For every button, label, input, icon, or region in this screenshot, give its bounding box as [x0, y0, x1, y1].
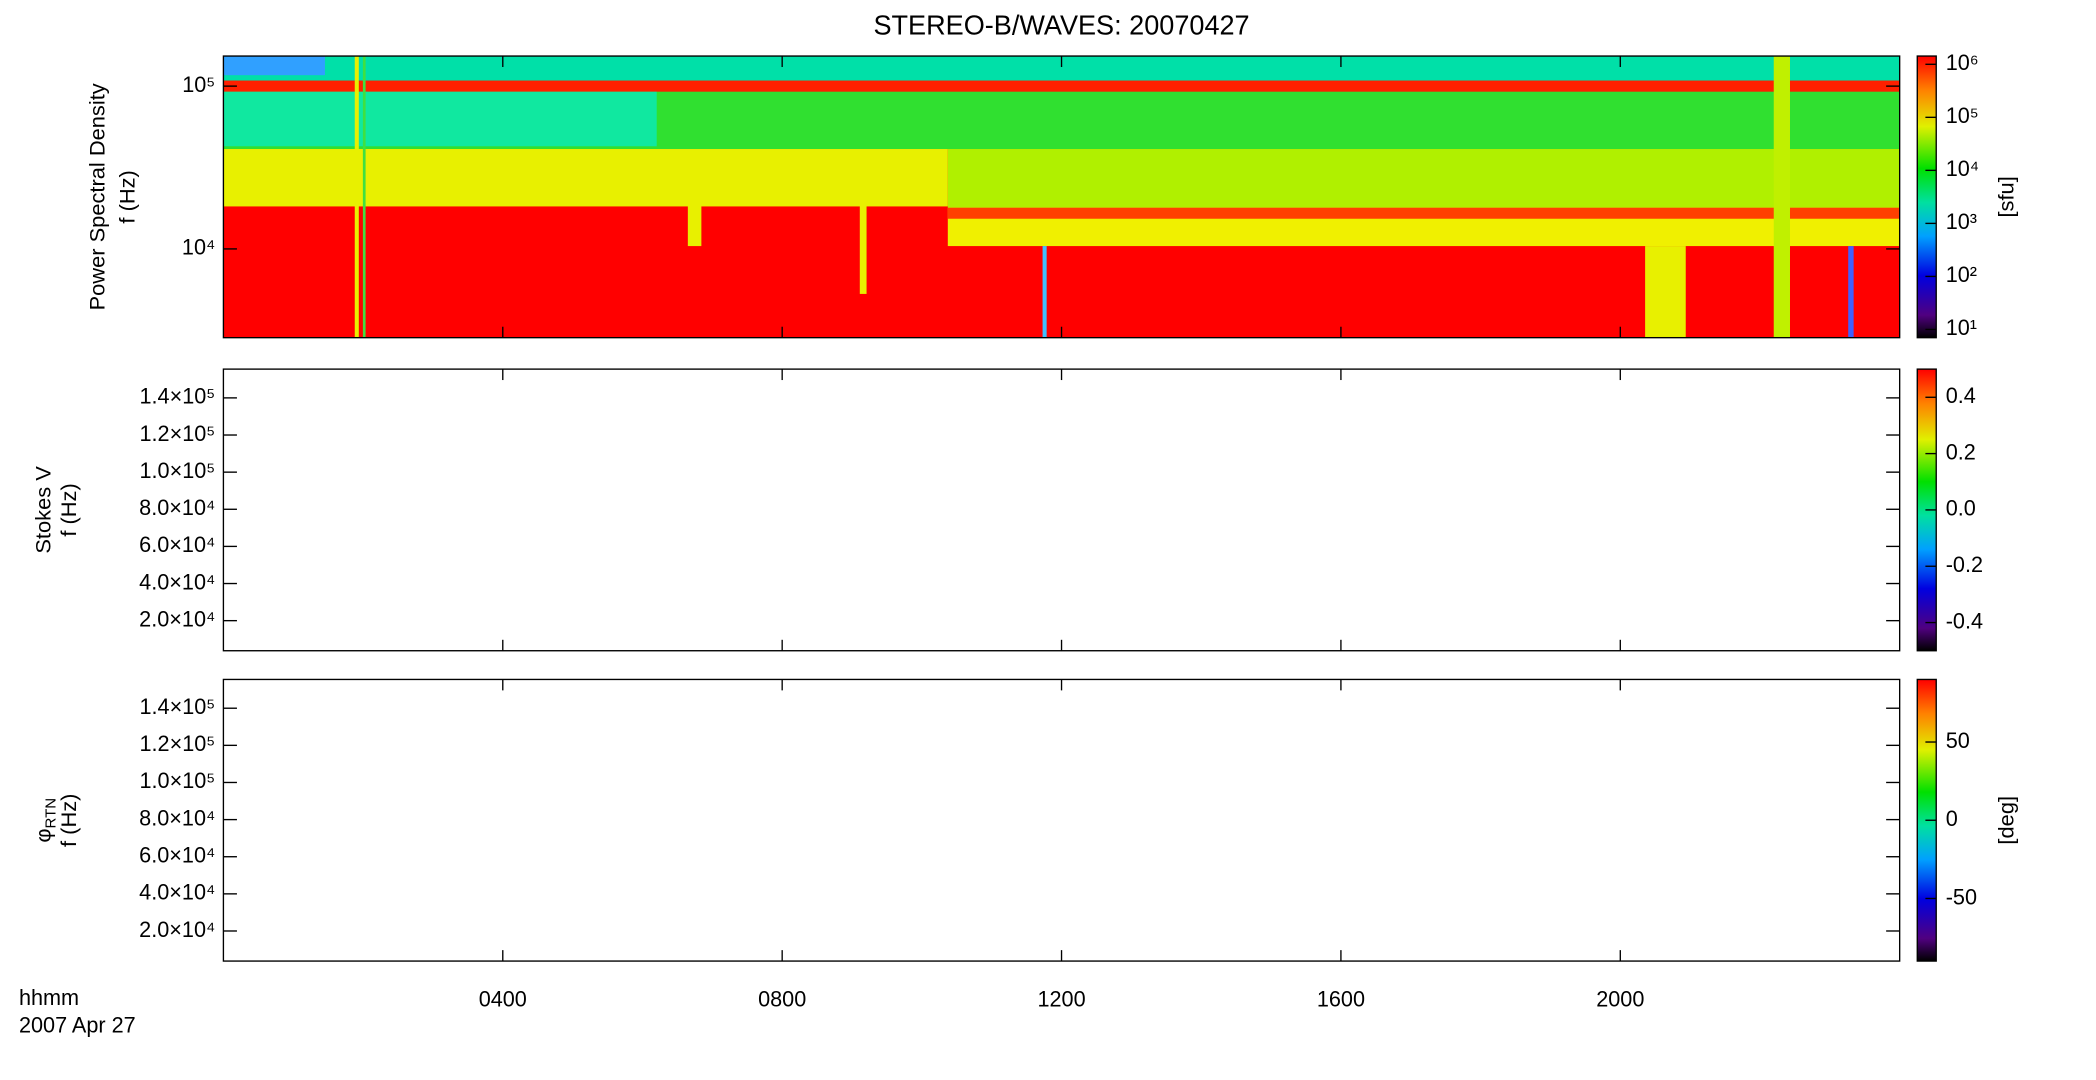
- colorbar-tick-label: -0.2: [1946, 552, 1983, 577]
- y-axis-label-sub: RTN: [42, 798, 59, 829]
- y-tick-label: 1.4×10⁵: [139, 694, 215, 719]
- y-axis-label: Stokes V: [31, 466, 56, 554]
- colorbar-tick-label: 0.2: [1946, 439, 1976, 464]
- x-axis-label: hhmm: [19, 985, 79, 1010]
- title: STEREO-B/WAVES: 20070427: [873, 9, 1249, 40]
- colorbar-tick-label: 50: [1946, 728, 1970, 753]
- colorbar-tick-label: 0.0: [1946, 496, 1976, 521]
- y-tick-label: 8.0×10⁴: [139, 805, 215, 830]
- y-tick-label: 1.0×10⁵: [139, 458, 215, 483]
- colorbar-tick-label: 10⁴: [1946, 156, 1979, 181]
- colorbar-label: [deg]: [1994, 796, 2019, 845]
- y-axis-label: Power Spectral Density: [85, 83, 110, 310]
- colorbar-tick-label: 10³: [1946, 209, 1977, 234]
- y-tick-label: 2.0×10⁴: [139, 917, 215, 942]
- plot-frame: [222, 368, 1901, 652]
- y-axis-label: f (Hz): [114, 170, 139, 223]
- y-axis-label: φRTN: [31, 798, 60, 843]
- colorbar-tick-label: 10⁶: [1946, 50, 1979, 75]
- y-tick-label: 10⁵: [182, 72, 215, 97]
- x-axis-sublabel: 2007 Apr 27: [19, 1012, 136, 1037]
- y-tick-label: 4.0×10⁴: [139, 880, 215, 905]
- x-tick-label: 0400: [479, 986, 527, 1011]
- x-tick-label: 0800: [758, 986, 806, 1011]
- colorbar-label: [sfu]: [1994, 176, 2019, 217]
- plot-frame: [222, 678, 1901, 962]
- y-tick-label: 2.0×10⁴: [139, 606, 215, 631]
- x-tick-label: 1200: [1037, 986, 1085, 1011]
- y-tick-label: 10⁴: [182, 235, 215, 260]
- y-tick-label: 1.2×10⁵: [139, 731, 215, 756]
- y-axis-label: f (Hz): [56, 794, 81, 847]
- y-tick-label: 1.4×10⁵: [139, 384, 215, 409]
- x-tick-label: 2000: [1596, 986, 1644, 1011]
- colorbar-tick-label: -0.4: [1946, 608, 1983, 633]
- colorbar-tick-label: 10²: [1946, 262, 1977, 287]
- x-tick-label: 1600: [1317, 986, 1365, 1011]
- colorbar-tick-label: 10¹: [1946, 315, 1977, 340]
- y-tick-label: 8.0×10⁴: [139, 495, 215, 520]
- colorbar-tick-label: 10⁵: [1946, 103, 1979, 128]
- spectrogram-image: [223, 56, 1900, 338]
- y-tick-label: 1.2×10⁵: [139, 421, 215, 446]
- y-tick-label: 1.0×10⁵: [139, 768, 215, 793]
- colorbar-tick-label: 0.4: [1946, 383, 1976, 408]
- y-tick-label: 6.0×10⁴: [139, 532, 215, 557]
- colorbar: [1916, 55, 1937, 339]
- colorbar-tick-label: 0: [1946, 806, 1958, 831]
- y-tick-label: 6.0×10⁴: [139, 842, 215, 867]
- y-axis-label: f (Hz): [56, 483, 81, 536]
- colorbar-tick-label: -50: [1946, 884, 1977, 909]
- y-tick-label: 4.0×10⁴: [139, 569, 215, 594]
